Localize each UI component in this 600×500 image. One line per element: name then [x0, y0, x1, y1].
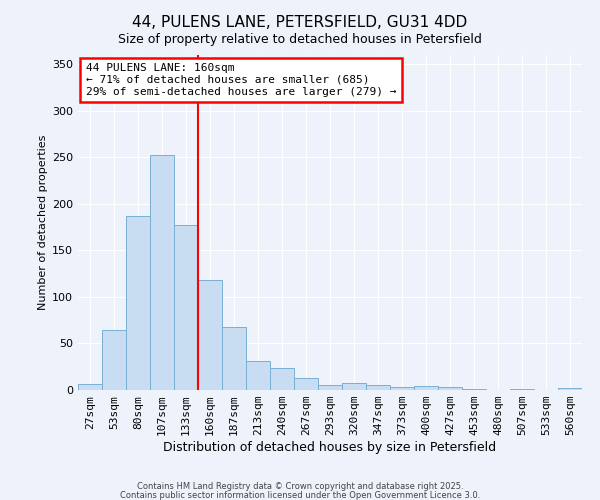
Bar: [558, 388, 582, 390]
Bar: [78, 384, 102, 390]
Text: Contains public sector information licensed under the Open Government Licence 3.: Contains public sector information licen…: [120, 490, 480, 500]
Bar: [126, 216, 150, 390]
Bar: [414, 386, 438, 390]
Bar: [318, 386, 342, 390]
Y-axis label: Number of detached properties: Number of detached properties: [38, 135, 48, 310]
Bar: [462, 389, 486, 390]
Bar: [366, 386, 390, 390]
Bar: [510, 389, 534, 390]
Bar: [102, 330, 126, 390]
Text: Contains HM Land Registry data © Crown copyright and database right 2025.: Contains HM Land Registry data © Crown c…: [137, 482, 463, 491]
Text: 44, PULENS LANE, PETERSFIELD, GU31 4DD: 44, PULENS LANE, PETERSFIELD, GU31 4DD: [133, 15, 467, 30]
Text: Size of property relative to detached houses in Petersfield: Size of property relative to detached ho…: [118, 32, 482, 46]
Bar: [222, 326, 246, 390]
Bar: [174, 226, 198, 390]
Bar: [198, 280, 222, 390]
X-axis label: Distribution of detached houses by size in Petersfield: Distribution of detached houses by size …: [163, 441, 497, 454]
Bar: [438, 387, 462, 390]
Bar: [294, 378, 318, 390]
Bar: [342, 382, 366, 390]
Text: 44 PULENS LANE: 160sqm
← 71% of detached houses are smaller (685)
29% of semi-de: 44 PULENS LANE: 160sqm ← 71% of detached…: [86, 64, 396, 96]
Bar: [390, 387, 414, 390]
Bar: [270, 368, 294, 390]
Bar: [246, 361, 270, 390]
Bar: [150, 154, 174, 390]
